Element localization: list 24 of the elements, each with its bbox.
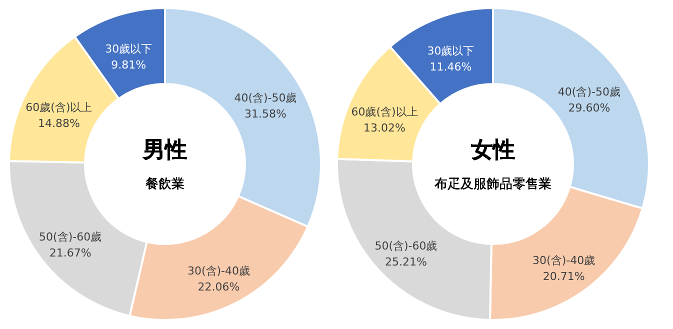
text: 女性 [470,138,515,163]
slice-label: 30歲以下 [105,42,152,56]
slice-label: 30歲以下 [427,44,474,58]
data-label: 25.21% [384,256,427,269]
data-label: 21.67% [49,246,92,260]
data-label: 22.06% [198,280,240,294]
text: 布疋及服飾品零售業 [434,177,552,192]
data-label: 29.60% [568,101,610,114]
data-label: 9.81% [111,58,146,72]
slice-label: 30(含)-40歲 [187,264,250,278]
slice-label: 60歲(含)以上 [351,106,418,119]
slice-label: 30(含)-40歲 [532,254,596,267]
slice-label: 40(含)-50歲 [234,91,297,104]
data-label: 14.88% [38,116,80,130]
slice-label: 50(含)-60歲 [39,230,102,244]
data-label: 13.02% [364,122,406,135]
data-label: 11.46% [430,60,472,74]
data-label: 20.71% [542,270,585,283]
slice-label: 60歲(含)以上 [26,100,92,114]
data-label: 31.58% [244,107,286,120]
text: 餐飲業 [146,177,184,192]
text: 男性 [142,138,187,163]
slice-label: 50(含)-60歲 [374,240,438,253]
slice-label: 40(含)-50歲 [558,85,620,98]
